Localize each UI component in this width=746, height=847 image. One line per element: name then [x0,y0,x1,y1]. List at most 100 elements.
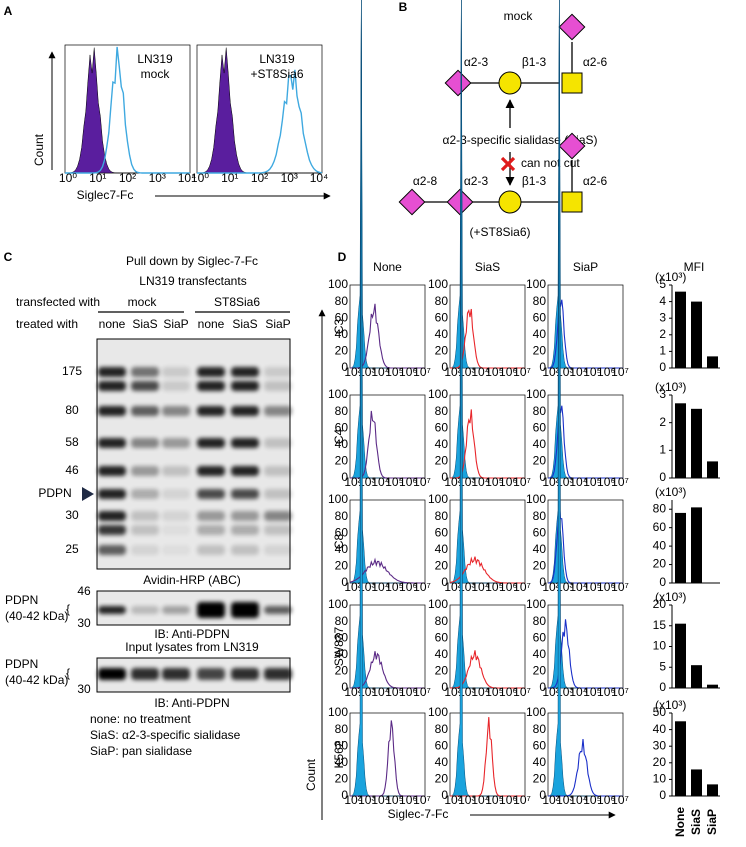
y-tick-label: 40 [335,647,349,661]
y-tick-label: 20 [533,559,547,573]
y-tick-label: 40 [435,755,449,769]
y-tick-label: 0 [539,575,546,589]
band [197,602,225,618]
y-tick-label: 80 [335,404,349,418]
histogram [350,720,425,797]
band [264,381,292,391]
x-tick-label: 10⁶ [399,365,417,379]
band [197,438,225,448]
x-tick-label: 10⁴ [471,685,490,699]
y-tick-label: 40 [653,538,667,552]
band [264,545,292,555]
y-tick-label: 60 [435,310,449,324]
label: (x10³) [655,698,686,712]
x-tick-label: 10⁴ [471,580,490,594]
y-tick-label: 40 [533,542,547,556]
y-tick-label: 5 [659,659,666,673]
band [264,367,292,377]
y-tick-label: 100 [428,705,448,719]
y-tick-label: 60 [533,738,547,752]
blot [96,590,291,626]
bar [707,356,718,368]
x-tick-label: 10⁷ [611,793,629,807]
band [231,466,259,476]
x-tick-label: 10² [542,685,559,699]
y-tick-label: 100 [328,597,348,611]
y-tick-label: 100 [328,705,348,719]
y-tick-label: 100 [526,277,546,291]
x-tick-label: 10⁶ [597,475,615,489]
brace: { [66,602,70,616]
label: transfected with [16,295,100,309]
band [98,525,126,535]
histogram [65,47,190,174]
y-tick-label: 40 [435,542,449,556]
y-tick-label: 3 [659,310,666,324]
y-tick-label: 80 [533,294,547,308]
y-tick-label: 0 [441,680,448,694]
y-tick-label: 20 [653,557,667,571]
band [162,438,190,448]
y-tick-label: 0 [441,470,448,484]
x-tick-label: 10¹ [89,171,106,185]
label: (x10³) [655,380,686,394]
band [264,438,292,448]
band [131,511,159,521]
band [131,525,159,535]
band [131,466,159,476]
y-tick-label: 0 [341,575,348,589]
band [162,406,190,416]
band [131,489,159,499]
band [197,668,225,680]
x-tick-label: 10⁴ [471,793,490,807]
y-tick-label: 20 [435,772,449,786]
band [98,367,126,377]
x-tick-label: 10⁵ [385,793,403,807]
y-tick-label: 0 [341,360,348,374]
band [231,525,259,535]
y-tick-label: 20 [335,772,349,786]
band [98,511,126,521]
y-tick-label: 10 [653,772,667,786]
band [197,406,225,416]
bar [675,403,686,478]
x-tick-label: 10⁰ [59,171,77,185]
y-tick-label: 0 [659,575,666,589]
x-tick-label: 10⁶ [399,475,417,489]
y-tick-label: 0 [341,788,348,802]
x-tick-label: None [673,807,687,837]
band [98,406,126,416]
x-tick-label: 10⁵ [583,365,601,379]
y-tick-label: 60 [335,420,349,434]
bar [707,684,718,688]
mw-marker: 175 [62,364,82,378]
x-tick-label: 10³ [556,793,573,807]
y-tick-label: 100 [526,597,546,611]
band [231,511,259,521]
y-tick-label: 20 [653,755,667,769]
bar [691,665,702,688]
y-tick-label: 0 [659,470,666,484]
x-tick-label: 10³ [458,793,475,807]
y-tick-label: 80 [533,614,547,628]
y-tick-label: 5 [659,277,666,291]
mw-marker: 46 [65,463,79,477]
x-tick-label: 10⁵ [485,685,503,699]
plot-title: LN319 [137,52,173,66]
x-tick-label: 10⁵ [385,685,403,699]
band [231,545,259,555]
band [197,466,225,476]
x-tick-label: 10¹ [221,171,238,185]
y-tick-label: 2 [659,327,666,341]
x-tick-label: 10² [542,475,559,489]
label: (40-42 kDa) [5,673,68,687]
y-tick-label: 0 [341,680,348,694]
y-tick-label: 100 [328,492,348,506]
bar [691,301,702,368]
x-tick-label: 10⁶ [597,793,615,807]
y-tick-label: 80 [533,509,547,523]
y-tick-label: 80 [653,501,667,515]
y-tick-label: 60 [335,310,349,324]
y-tick-label: 20 [335,559,349,573]
x-tick-label: 10⁴ [371,365,390,379]
